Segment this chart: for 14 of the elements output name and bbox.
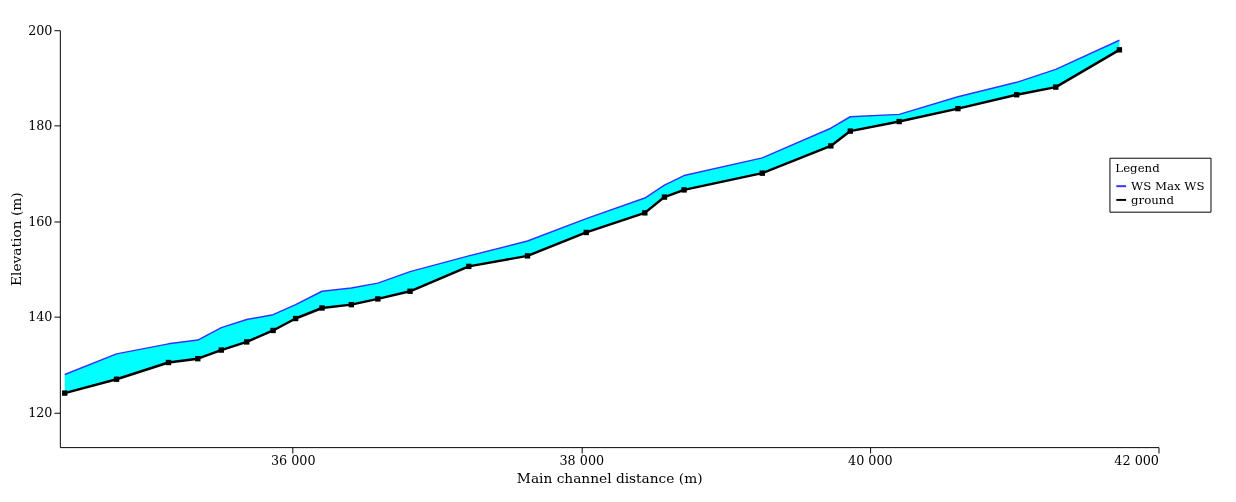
legend-label: ground	[1131, 192, 1175, 207]
y-tick-label: 120	[28, 405, 53, 421]
y-tick-label: 200	[28, 22, 53, 38]
x-tick-label: 36 000	[270, 453, 316, 469]
x-tick-label: 40 000	[848, 453, 893, 469]
y-tick-label: 160	[28, 213, 53, 229]
x-tick-label: 42 000	[1114, 453, 1159, 469]
legend-title: Legend	[1115, 161, 1161, 176]
x-tick-label: 38 000	[559, 453, 605, 469]
y-axis-title: Elevation (m)	[8, 192, 25, 286]
y-tick-label: 180	[28, 118, 53, 134]
y-tick-label: 140	[28, 309, 53, 325]
x-axis-title: Main channel distance (m)	[516, 469, 703, 486]
legend-label: WS Max WS	[1131, 179, 1205, 194]
